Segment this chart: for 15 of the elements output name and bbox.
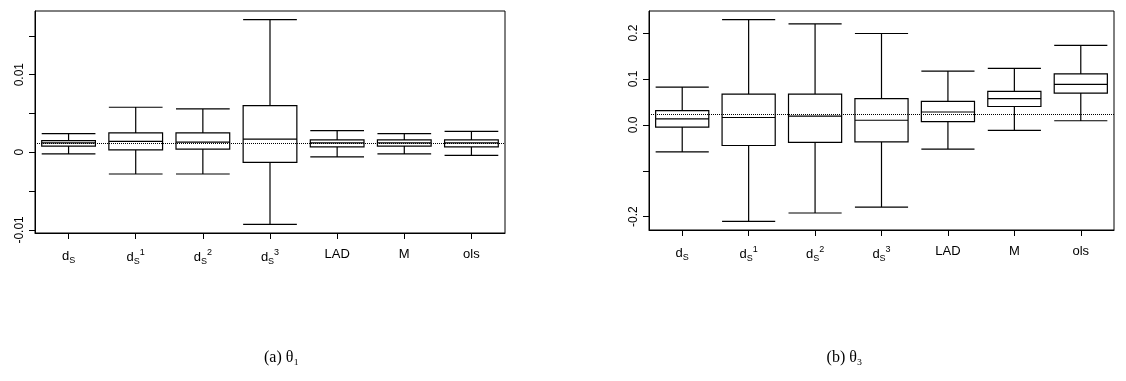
y-tick-label: 0.01 <box>12 62 26 87</box>
x-tick-label: LAD <box>935 243 961 258</box>
x-tick-label: ols <box>1072 243 1090 258</box>
x-tick-label: LAD <box>324 246 350 261</box>
text: (b) θ₃ <box>826 347 863 366</box>
y-tick-label: 0.0 <box>626 116 640 134</box>
y-tick-label: -0.01 <box>12 215 26 244</box>
y-tick-label: 0 <box>12 148 26 156</box>
x-tick-label: M <box>1008 243 1020 258</box>
text: (a) θ₁ <box>264 347 299 366</box>
y-tick-label: 0.2 <box>626 24 640 42</box>
x-tick-label: M <box>398 246 410 261</box>
y-tick-label: 0.1 <box>626 70 640 88</box>
x-tick-label: ols <box>463 246 481 261</box>
y-tick-label: -0.2 <box>626 206 640 228</box>
